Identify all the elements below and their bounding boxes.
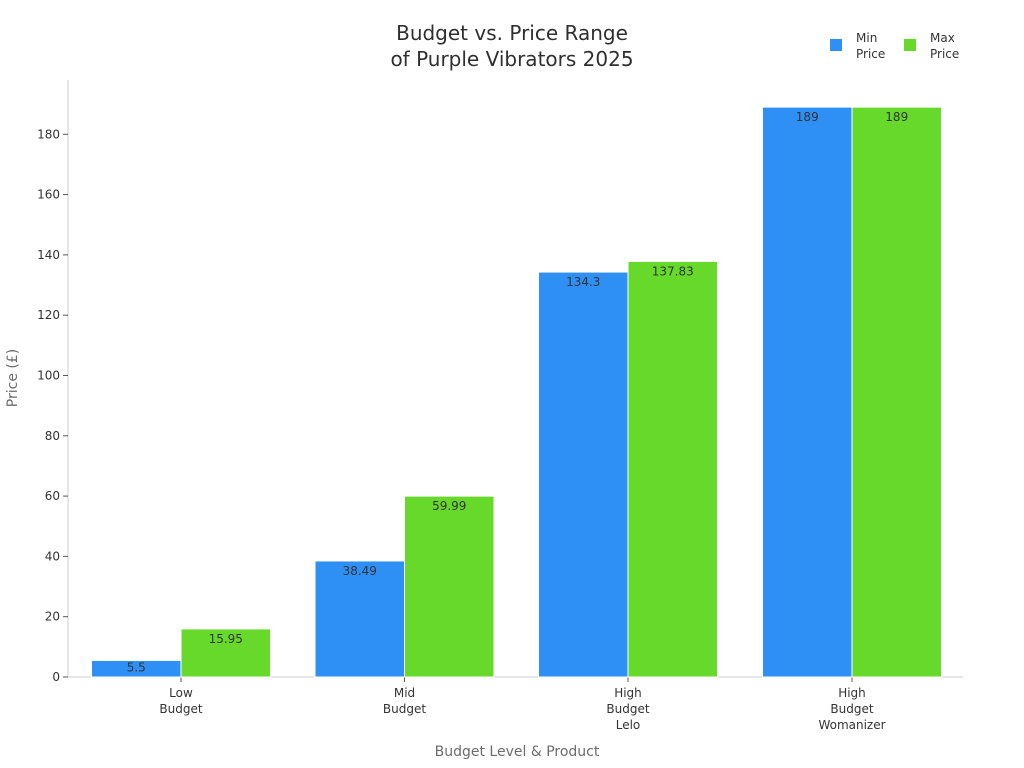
- y-tick-label: 100: [37, 368, 60, 382]
- legend-swatch: [904, 39, 916, 51]
- bar-value-label: 38.49: [343, 564, 377, 578]
- y-tick-label: 180: [37, 127, 60, 141]
- bar-max-price: [851, 106, 942, 678]
- y-tick-label: 40: [45, 549, 60, 563]
- legend: Min Price Max Price: [830, 31, 959, 61]
- bar-value-label: 137.83: [652, 264, 694, 278]
- y-tick-label: 60: [45, 489, 60, 503]
- bar-min-price: [314, 560, 405, 678]
- y-tick-label: 160: [37, 188, 60, 202]
- bar-value-label: 59.99: [432, 499, 466, 513]
- y-axis-label: Price (£): [5, 349, 21, 407]
- x-axis-label: Budget Level & Product: [435, 744, 600, 760]
- bar-value-label: 134.3: [566, 275, 600, 289]
- legend-label: Max Price: [930, 31, 959, 61]
- bar-min-price: [538, 271, 629, 678]
- chart-title: Budget vs. Price Range of Purple Vibrator…: [390, 21, 633, 71]
- y-tick-label: 120: [37, 308, 60, 322]
- x-tick-label: High Budget Womanizer: [818, 686, 885, 732]
- legend-label: Min Price: [856, 31, 885, 61]
- bar-labels: 5.5 38.49 134.3 189 15.95 59.99 137.83 189: [127, 110, 909, 674]
- bars: [91, 106, 942, 678]
- y-tick-label: 80: [45, 429, 60, 443]
- axes: 0 20 40 60 80 100 120 140 160 180 Low Budget Mid Budg…: [37, 80, 963, 732]
- bar-value-label: 5.5: [127, 660, 146, 674]
- bar-max-price: [180, 628, 271, 678]
- x-tick-label: Low Budget: [159, 686, 202, 716]
- bar-value-label: 15.95: [209, 632, 243, 646]
- bar-max-price: [627, 260, 718, 678]
- x-tick-label: High Budget Lelo: [606, 686, 649, 732]
- x-tick-label: Mid Budget: [383, 686, 426, 716]
- y-tick-label: 0: [52, 670, 60, 684]
- bar-value-label: 189: [885, 110, 908, 124]
- bar-value-label: 189: [796, 110, 819, 124]
- legend-swatch: [830, 39, 842, 51]
- y-tick-label: 20: [45, 610, 60, 624]
- y-tick-label: 140: [37, 248, 60, 262]
- bar-max-price: [404, 495, 495, 678]
- bar-min-price: [762, 106, 853, 678]
